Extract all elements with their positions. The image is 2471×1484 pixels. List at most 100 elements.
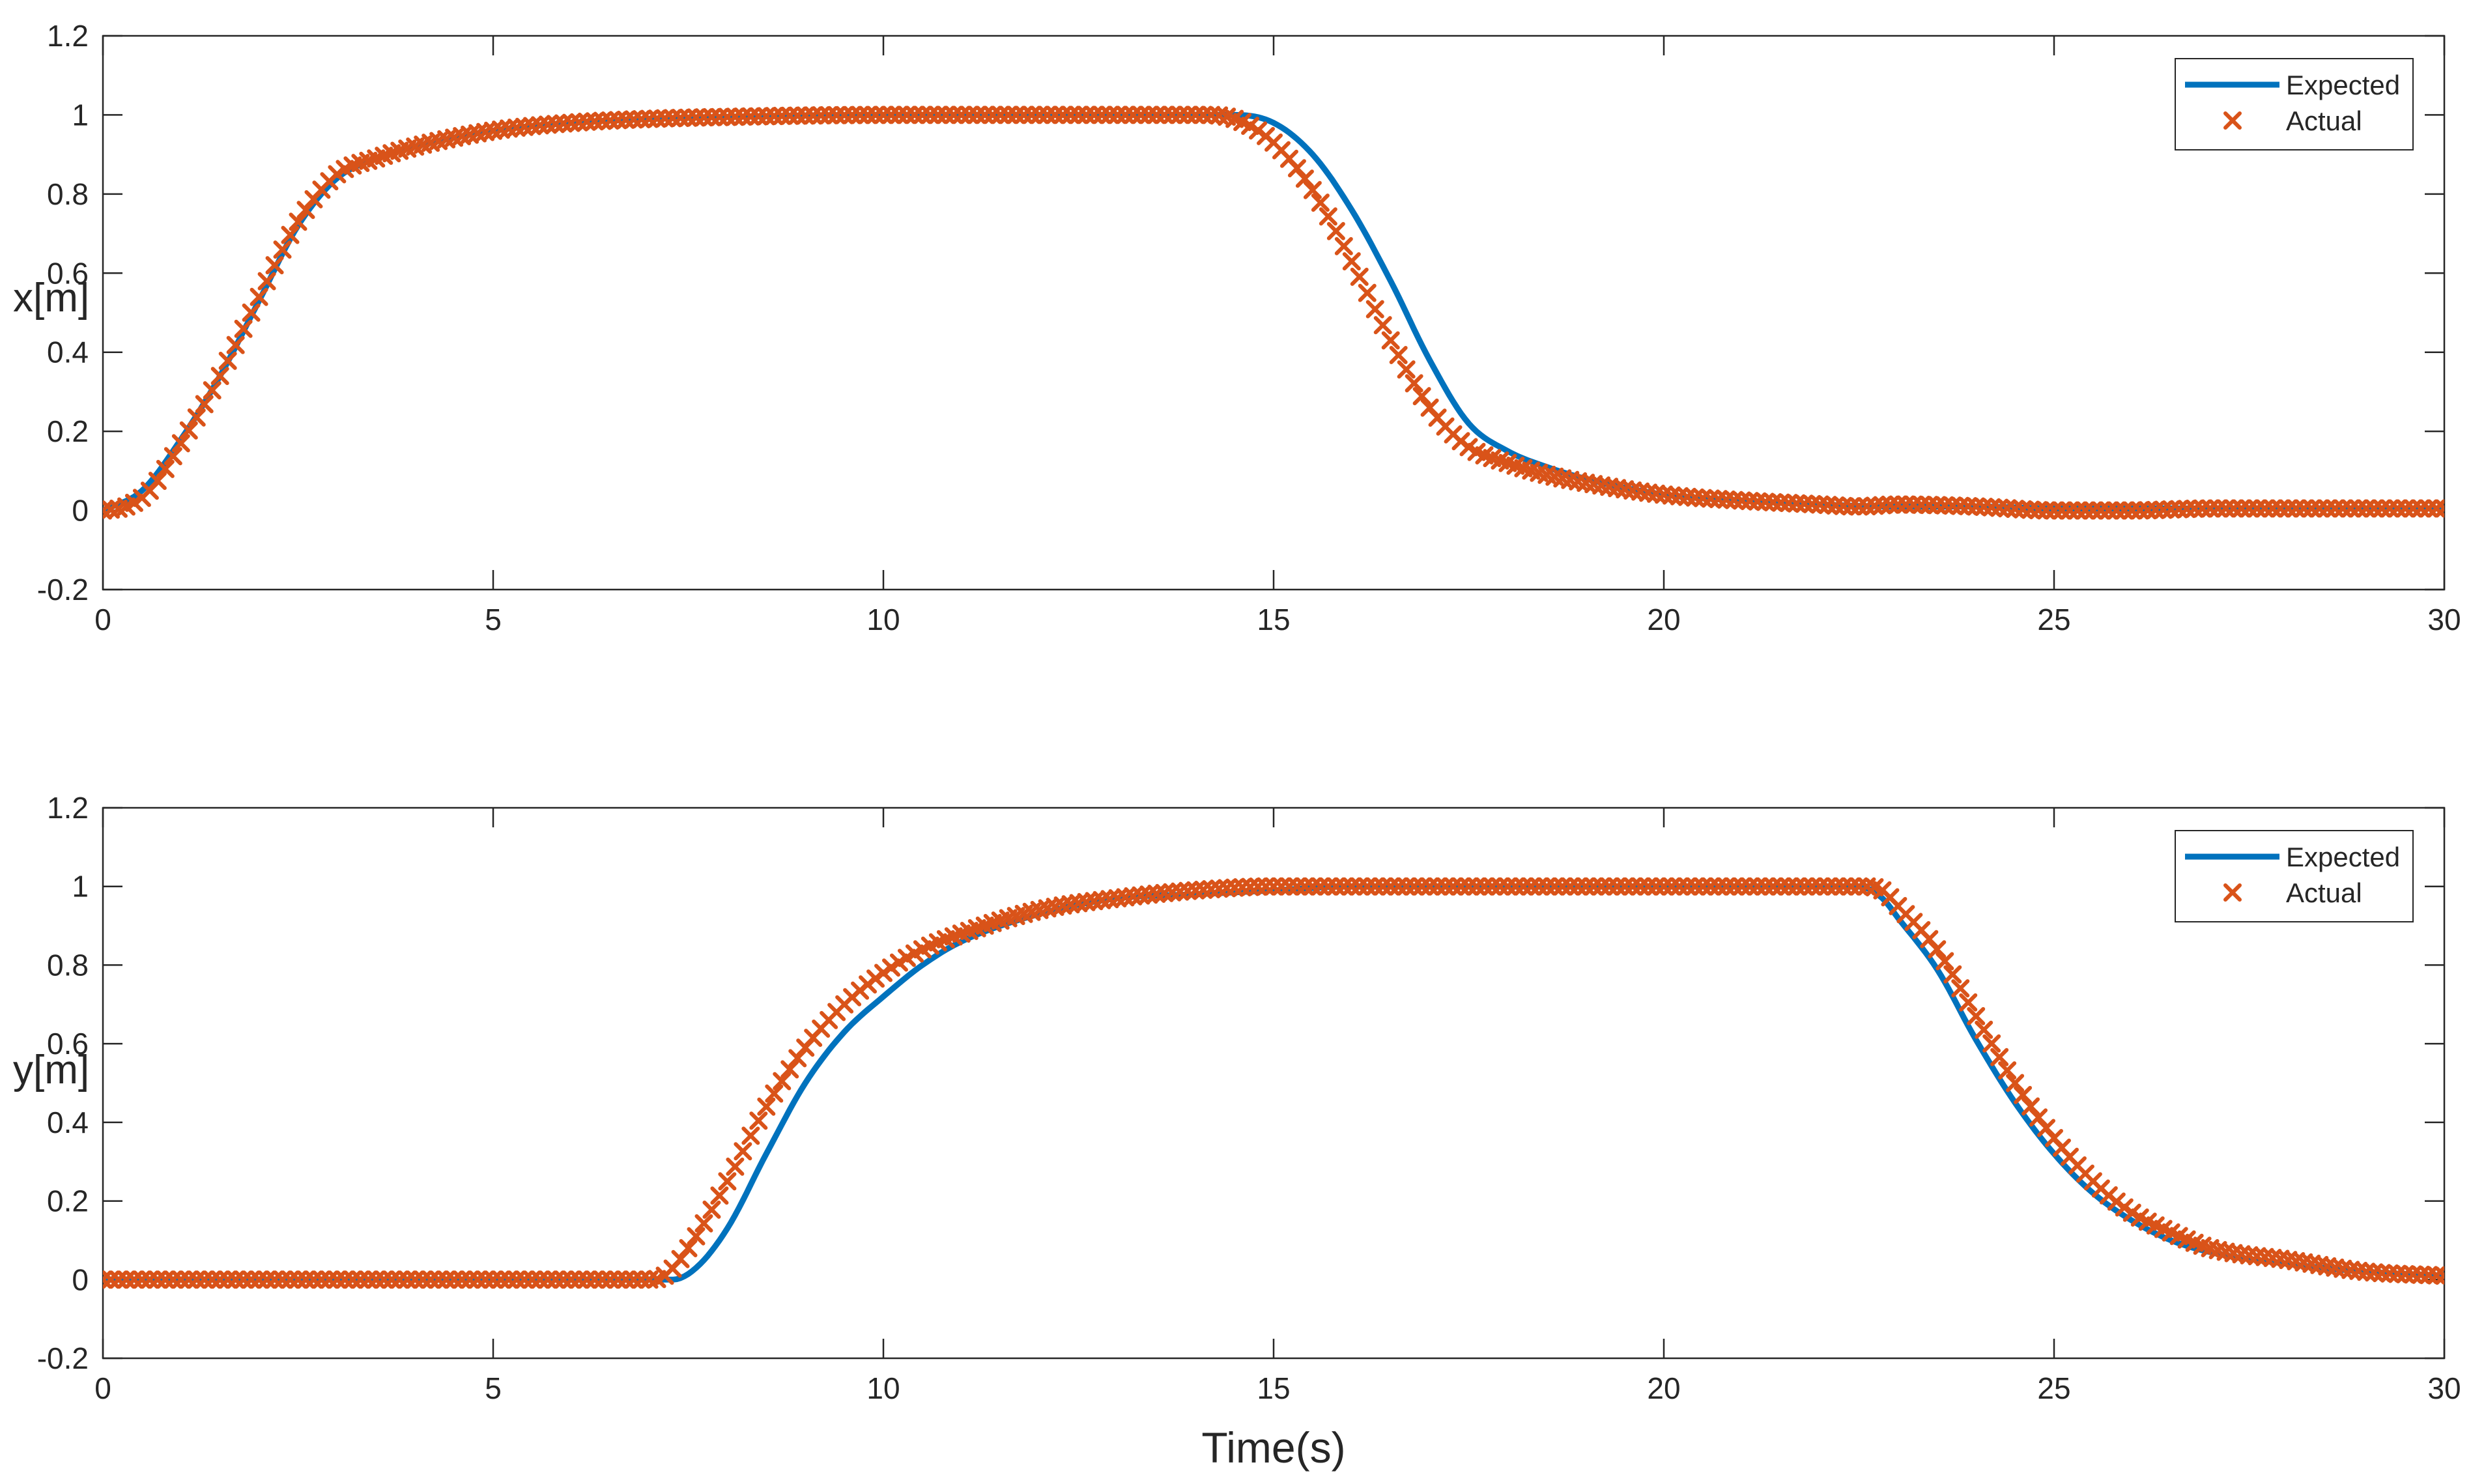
actual-marker: [734, 1142, 752, 1161]
y-tick-label: 0.4: [47, 1106, 89, 1139]
actual-marker: [187, 408, 206, 427]
actual-marker: [1358, 283, 1377, 302]
actual-marker: [273, 240, 292, 259]
y-tick-label: 1: [72, 98, 89, 132]
actual-marker: [164, 447, 182, 466]
actual-marker: [1412, 387, 1431, 406]
x-tick-label: 30: [2427, 603, 2461, 636]
x-tick-label: 5: [485, 1371, 502, 1405]
actual-marker: [242, 303, 261, 322]
actual-marker: [726, 1157, 745, 1176]
actual-marker: [741, 1126, 760, 1145]
actual-marker: [710, 1186, 729, 1205]
legend-label: Expected: [2286, 842, 2400, 872]
actual-marker: [671, 1249, 690, 1268]
actual-marker: [1975, 1020, 1993, 1039]
actual-marker: [1303, 180, 1322, 199]
y-tick-label: 0.8: [47, 177, 89, 211]
actual-marker: [2122, 1203, 2141, 1222]
actual-marker: [1373, 316, 1392, 335]
actual-marker: [226, 335, 245, 354]
actual-marker: [1295, 169, 1314, 188]
x-tick-label: 15: [1257, 1371, 1290, 1405]
actual-marker: [281, 225, 300, 244]
y-tick-label: 0.2: [47, 1184, 89, 1218]
plot-area: [102, 806, 2446, 1360]
x-tick-label: 10: [866, 603, 900, 636]
legend-label: Actual: [2286, 878, 2362, 908]
y-axis-label: x[m]: [13, 276, 89, 321]
actual-marker: [250, 287, 268, 306]
x-tick-label: 30: [2427, 1371, 2461, 1405]
actual-marker: [195, 395, 214, 414]
legend-label: Actual: [2286, 106, 2362, 136]
actual-marker: [2435, 499, 2444, 518]
actual-marker: [1959, 993, 1978, 1012]
actual-marker: [1951, 979, 1970, 998]
actual-marker: [679, 1239, 698, 1257]
actual-marker: [2021, 1097, 2040, 1116]
y-tick-label: 0.8: [47, 948, 89, 982]
actual-marker: [2014, 1085, 2033, 1104]
x-tick-label: 5: [485, 603, 502, 636]
x-tick-label: 15: [1257, 603, 1290, 636]
actual-marker: [1350, 267, 1369, 286]
y-tick-label: -0.2: [37, 1341, 89, 1375]
actual-marker: [1943, 965, 1962, 984]
actual-marker: [156, 459, 175, 478]
x-tick-label: 0: [94, 1371, 111, 1405]
x-tick-label: 20: [1647, 1371, 1680, 1405]
y-axis-label: y[m]: [13, 1048, 89, 1092]
actual-marker: [1967, 1006, 1986, 1025]
actual-marker: [148, 472, 167, 491]
actual-marker: [1998, 1061, 2017, 1080]
x-axis-label: Time(s): [1201, 1423, 1345, 1472]
y-tick-label: 0.2: [47, 414, 89, 448]
actual-marker: [881, 958, 900, 977]
y-tick-label: 0.4: [47, 335, 89, 369]
actual-marker: [1381, 331, 1400, 350]
actual-marker: [694, 1214, 713, 1233]
legend-box: [2175, 830, 2414, 922]
legend: Expected Actual: [2175, 830, 2414, 922]
x-position-plot: 0 5 10 15 20 25 30-0.200.20.40.60.811.2x[m]Exp…: [13, 19, 2461, 636]
y-position-plot: 0 5 10 15 20 25 30-0.200.20.40.60.811.2y[m]Tim…: [13, 791, 2461, 1472]
y-tick-label: 0.6: [47, 1027, 89, 1061]
actual-marker: [1365, 300, 1384, 319]
y-tick-label: -0.2: [37, 573, 89, 606]
x-tick-label: 10: [866, 1371, 900, 1405]
legend-marker-swatch: [2223, 883, 2242, 902]
actual-marker: [1397, 360, 1416, 379]
actual-marker: [1342, 252, 1361, 271]
actual-marker: [1990, 1048, 2009, 1066]
plot-data: [103, 877, 2444, 1289]
actual-marker: [1928, 940, 1947, 959]
actual-marker: [1326, 221, 1345, 240]
x-tick-label: 25: [2037, 1371, 2070, 1405]
actual-marker: [179, 421, 198, 440]
actual-marker: [1389, 345, 1408, 364]
actual-marker: [289, 212, 307, 231]
actual-marker: [2435, 1266, 2444, 1285]
actual-marker: [749, 1111, 768, 1130]
actual-marker: [2006, 1074, 2025, 1092]
actual-marker: [218, 351, 237, 370]
actual-marker: [234, 319, 253, 338]
y-tick-label: 1.2: [47, 19, 89, 53]
actual-marker: [1935, 952, 1954, 971]
actual-marker: [780, 1060, 799, 1079]
y-tick-label: 0: [72, 1263, 89, 1296]
actual-marker: [257, 272, 276, 291]
actual-marker: [296, 201, 315, 220]
y-tick-label: 0.6: [47, 256, 89, 290]
actual-marker: [702, 1200, 721, 1219]
plot-data: [103, 106, 2444, 520]
y-tick-label: 1: [72, 870, 89, 904]
legend-label: Expected: [2286, 70, 2400, 100]
actual-marker: [1334, 236, 1353, 255]
x-tick-label: 20: [1647, 603, 1680, 636]
actual-marker: [687, 1227, 706, 1246]
actual-marker: [765, 1084, 784, 1103]
actual-marker: [171, 434, 190, 453]
y-tick-label: 0: [72, 494, 89, 528]
